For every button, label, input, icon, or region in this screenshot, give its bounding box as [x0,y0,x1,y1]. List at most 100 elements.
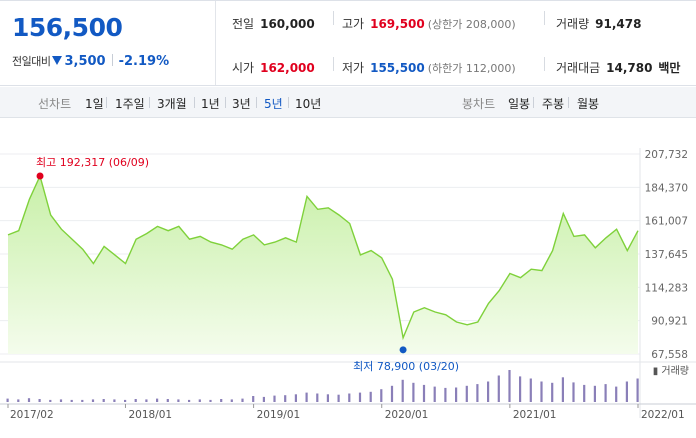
down-triangle-icon [52,56,63,65]
candle-daily[interactable]: 일봉 [508,97,531,111]
divider [333,11,334,25]
divider [544,11,545,25]
volume-bar [156,398,159,402]
period-10y[interactable]: 10년 [295,97,322,111]
volume-bar [561,377,564,402]
period-5y[interactable]: 5년 [264,97,283,111]
volume-bar [38,399,41,402]
candle-weekly[interactable]: 주봉 [542,97,565,111]
candle-monthly[interactable]: 월봉 [577,97,600,111]
volume-bar [59,399,63,402]
x-tick-label: 2021/01 [513,409,557,421]
change-value: 3,500 [64,54,106,69]
volume-bar [17,399,20,402]
volume-bar [337,394,340,402]
divider [256,97,257,108]
volume-label: 거래량 [556,17,590,31]
volume-bar [476,384,479,402]
volume-bar [455,387,458,402]
y-axis: 207,732 184,370 161,007 137,645 114,283 90,92… [645,149,688,361]
price-box: 156,500 전일대비 3,500 -2.19% [0,1,216,85]
volume-bar [401,379,404,402]
current-price: 156,500 [12,13,123,42]
high-stat: 고가 169,500 (상한가 208,000) [342,15,516,32]
volume-bar [305,392,308,402]
volume-bar [145,399,148,402]
volume-bar [113,399,116,402]
min-point-marker [399,346,407,354]
chart-toolbar: 선차트 1일 1주일 3개월 1년 3년 5년 10년 봉차트 일봉 주봉 월봉 [0,87,696,118]
volume-bar [177,399,180,402]
period-1w[interactable]: 1주일 [115,97,145,111]
volume-bar [593,385,596,402]
x-tick-label: 2017/02 [10,409,54,421]
period-3y[interactable]: 3년 [232,97,251,111]
y-tick-label: 137,645 [645,249,688,261]
upper-limit: (상한가 208,000) [427,18,516,31]
high-value: 169,500 [370,17,425,31]
volume-bar [49,399,52,402]
prev-close-stat: 전일 160,000 [232,15,315,32]
volume-bar [625,381,628,402]
divider [194,97,195,108]
period-1y[interactable]: 1년 [201,97,220,111]
x-tick-label: 2019/01 [257,409,301,421]
volume-bar [497,375,500,402]
divider [111,54,113,66]
y-tick-label: 67,558 [651,349,688,361]
volume-bar [422,384,426,402]
change-line: 전일대비 3,500 -2.19% [12,53,169,69]
volume-bar [551,382,554,402]
volume-bar [70,399,73,402]
volume-bar [81,399,84,402]
line-chart-label: 선차트 [38,97,72,111]
volume-label: ▮ 거래량 [653,365,689,377]
volume-bar [615,386,618,402]
volume-bar [572,382,575,402]
markers: 최고 192,317 (06/09) 최저 78,900 (03/20) [36,156,459,373]
volume-bar [252,396,255,402]
volume-bar [294,394,297,402]
volume-bar [198,399,201,402]
volume-bar [134,399,137,402]
period-1d[interactable]: 1일 [85,97,104,111]
low-value: 155,500 [370,61,425,75]
volume-bar [220,399,223,402]
volume-bar [6,398,9,402]
open-stat: 시가 162,000 [232,59,315,76]
volume-bar [465,385,468,402]
low-label: 저가 [342,61,365,75]
y-tick-label: 161,007 [645,216,688,228]
volume-bar [519,376,522,402]
volume-bar [166,399,169,402]
volume-bar [91,399,95,402]
prev-close-value: 160,000 [260,17,315,31]
volume-bar [316,393,319,402]
x-tick-label: 2020/01 [385,409,429,421]
divider [225,97,226,108]
volume-bar [433,386,436,402]
volume-value: 91,478 [595,17,642,31]
volume-bar [369,391,372,402]
prev-close-label: 전일 [232,17,255,31]
price-area [8,176,638,354]
period-3m[interactable]: 3개월 [157,97,187,111]
volume-bar [230,399,233,402]
amount-label: 거래대금 [556,61,601,75]
max-point-marker [36,172,44,180]
x-tick-label: 2022/01 [641,409,685,421]
volume-bar [487,381,490,402]
volume-bar [540,381,543,402]
volume-bar [508,370,511,402]
divider [568,97,569,108]
price-line [7,173,639,341]
volume-bar [284,395,287,402]
low-stat: 저가 155,500 (하한가 112,000) [342,59,516,76]
high-label: 고가 [342,17,365,31]
amount-value: 14,780 [606,61,653,75]
amount-stat: 거래대금 14,780 백만 [556,59,680,76]
change-percent: -2.19% [118,54,170,69]
volume-bar [273,395,276,402]
divider [533,97,534,108]
amount-unit: 백만 [658,61,681,75]
